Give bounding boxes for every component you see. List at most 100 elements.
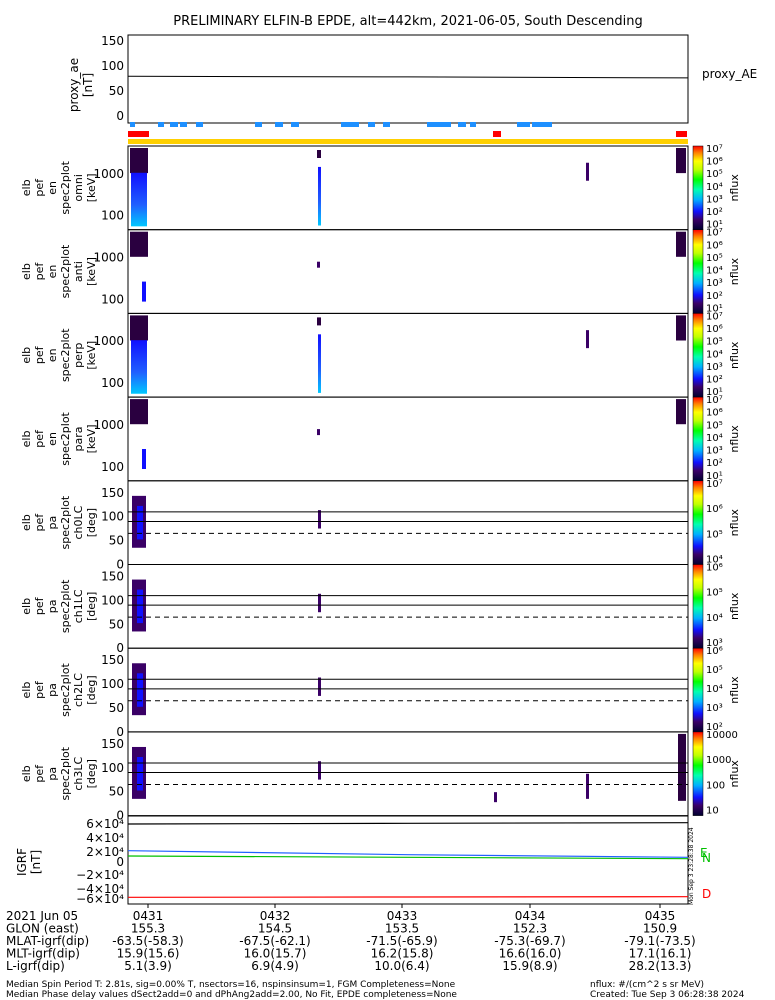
panel-ylabel: elb [20,431,33,448]
pa-panel: elb pef pa spec2plot ch2LC [deg]150 100 50 0 10⁶ 1… [20,646,741,739]
colorbar-tick: 10³ [706,194,723,205]
colorbar-tick: 10¹ [706,387,723,398]
x-row-value: 17.1(16.1) [629,947,692,961]
panel-ylabel: ch3LC [72,757,85,791]
panel-tick: 100 [101,376,124,390]
panel-ylabel: elb [20,263,33,280]
pa-block [137,757,143,791]
colorbar-tick: 10⁵ [706,337,723,348]
panel-tick: 0 [116,725,124,739]
x-row-value: 16.6(16.0) [499,947,562,961]
panel-tick: 150 [101,569,124,583]
spec-block [317,429,320,436]
colorbar-tick: 10⁶ [706,646,723,657]
colorbar-tick: 10² [706,722,723,733]
panel-ylabel: spec2plot [59,663,72,717]
sci-zone-marker [532,122,552,127]
spec-block [318,334,321,393]
igrf-series-E [127,850,689,858]
panel-tick: 100 [101,292,124,306]
panel-tick: 100 [101,209,124,223]
panel-ylabel: pa [46,516,59,530]
panel-ylabel: para [72,426,85,451]
spec-block [676,148,686,174]
panel-tick: 150 [101,653,124,667]
spec-block [142,448,146,469]
colorbar-tick: 10⁴ [706,182,723,193]
x-row-value: -71.5(-65.9) [366,934,437,948]
proxy-ae-panel: 150 100 50 0 proxy_ae [nT] proxy_AE [67,34,757,124]
panel-ylabel: spec2plot [59,495,72,549]
spec-panel: elb pef en spec2plot perp [keV]1000 100 10⁷ 10⁶ 1… [20,311,741,398]
spec-block [676,315,686,341]
igrf-series-N [127,855,689,860]
pa-block [137,589,143,624]
colorbar-tick: 10⁵ [706,529,723,540]
igrf-tick: 6×10⁴ [86,817,124,831]
pa-block [318,677,321,696]
sci-zone-marker [470,122,476,127]
colorbar-tick: 10¹ [706,220,723,231]
igrf-legend-n: N [702,851,711,865]
colorbar-tick: 10⁶ [706,324,723,335]
spec-block [142,281,146,302]
panel-ylabel: elb [20,682,33,699]
panel-tick: 50 [109,785,124,799]
panel-ylabel: ch2LC [72,673,85,707]
colorbar-tick: 10⁵ [706,253,723,264]
panel-ylabel: [deg] [85,508,98,537]
colorbar-tick: 10000 [706,730,738,741]
panel-ylabel: en [46,432,59,446]
figure-title: PRELIMINARY ELFIN-B EPDE, alt=442km, 202… [173,14,643,29]
spec-block [317,261,320,268]
colorbar [692,396,704,482]
igrf-series-D [127,896,689,898]
colorbar-tick: 10⁴ [706,433,723,444]
colorbar-label: nflux [728,174,741,202]
proxy-ae-ylabel-2: [nT] [81,73,95,97]
spec-block [586,162,589,181]
colorbar-tick: 10⁷ [706,479,723,490]
x-row-value: -67.5(-62.1) [239,934,310,948]
panel-ylabel: [keV] [85,257,98,286]
colorbar-tick: 10⁷ [706,395,723,406]
panel-tick: 1000 [93,251,124,265]
panel-ylabel: spec2plot [59,244,72,298]
panel-ylabel: elb [20,765,33,782]
igrf-panel: 6×10⁴ 4×10⁴ 2×10⁴ 0 −2×10⁴ −4×10⁴ −6×10⁴… [15,815,711,906]
colorbar-tick: 10⁵ [706,169,723,180]
pa-panel: elb pef pa spec2plot ch3LC [deg]150 100 50 0 1000… [20,730,741,823]
x-row-value: 28.2(13.3) [629,959,692,973]
colorbar-tick: 10² [706,291,723,302]
colorbar-tick: 10¹ [706,303,723,314]
fgm-marker [493,131,501,137]
spec-block [676,399,686,425]
proxy-ae-tick: 50 [109,84,124,98]
igrf-ylabel-1: IGRF [15,848,29,876]
panel-ylabel: spec2plot [59,411,72,465]
colorbar [692,480,704,565]
x-row-value: 0435 [645,909,676,923]
colorbar-label: nflux [728,425,741,453]
sci-zone-marker [255,122,262,127]
colorbar-tick: 1000 [706,755,731,766]
colorbar-label: nflux [728,257,741,285]
spec-block [586,330,589,349]
sci-zone-marker [368,122,375,127]
panel-tick: 100 [101,510,124,524]
colorbar-tick: 10² [706,207,723,218]
colorbar-tick: 10⁶ [706,157,723,168]
panel-frame [127,396,689,482]
colorbar-tick: 10⁷ [706,311,723,322]
x-row-label: MLAT-igrf(dip) [6,934,89,948]
x-row-value: 0431 [133,909,164,923]
igrf-stamp: Mon Sep 3 23:28:38 2024 [688,827,695,905]
colorbar-tick: 10² [706,374,723,385]
igrf-lines [127,822,689,898]
panel-ylabel: pef [33,262,46,281]
panel-ylabel: elb [20,179,33,196]
panel-tick: 0 [116,809,124,823]
panel-tick: 1000 [93,167,124,181]
x-row-value: 0433 [387,909,418,923]
